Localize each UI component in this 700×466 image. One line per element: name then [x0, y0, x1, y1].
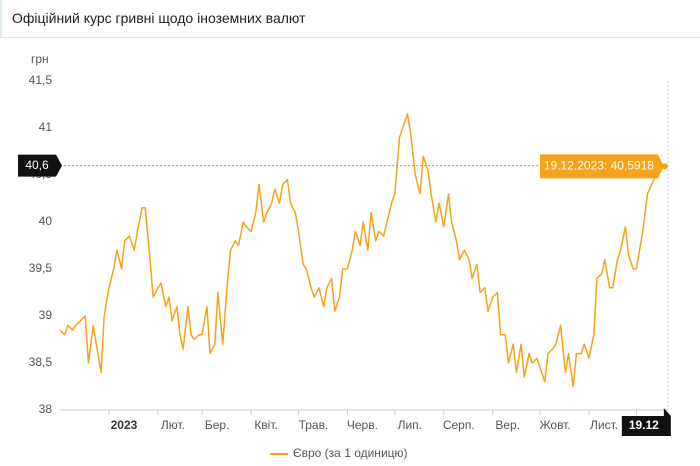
x-tick-label: 2023 — [111, 418, 138, 432]
y-tick-label: 41,5 — [29, 73, 53, 87]
y-tick-label: 40 — [39, 214, 53, 228]
x-tick-label: Жовт. — [539, 418, 570, 432]
tooltip-box — [540, 154, 664, 179]
x-tick-label: Вер. — [495, 418, 520, 432]
crosshair-x-box — [621, 408, 671, 436]
y-axis-label: грн — [31, 52, 49, 66]
y-tick-label: 38,5 — [29, 355, 53, 369]
x-tick-label: Черв. — [347, 418, 378, 432]
x-tick-label: Квіт. — [254, 418, 278, 432]
legend-label: Євро (за 1 одиницю) — [293, 446, 408, 460]
y-tick-label: 38 — [39, 402, 53, 416]
x-tick-label: Лист. — [590, 418, 618, 432]
y-tick-label: 39,5 — [29, 261, 53, 275]
x-tick-label: Бер. — [205, 418, 230, 432]
title-bar: Офіційний курс гривні щодо іноземних вал… — [0, 0, 700, 38]
chart: грн 3838,53939,54040,54141,52023Лют.Бер.… — [18, 52, 671, 460]
crosshair-y-box — [18, 154, 62, 177]
crosshair-x-label: 19.12 — [629, 418, 659, 432]
x-tick-label: Трав. — [299, 418, 329, 432]
x-tick-label: Серп. — [443, 418, 475, 432]
crosshair-y-label: 40,6 — [25, 158, 49, 172]
x-tick-label: Лют. — [161, 418, 185, 432]
data-line — [59, 113, 666, 388]
tooltip: 19.12.2023: 40,5918 — [544, 159, 654, 173]
hover-point — [661, 163, 668, 170]
y-tick-label: 39 — [39, 308, 53, 322]
x-tick-label: Лип. — [398, 418, 422, 432]
chart-title: Офіційний курс гривні щодо іноземних вал… — [12, 10, 306, 26]
y-tick-label: 41 — [39, 120, 53, 134]
